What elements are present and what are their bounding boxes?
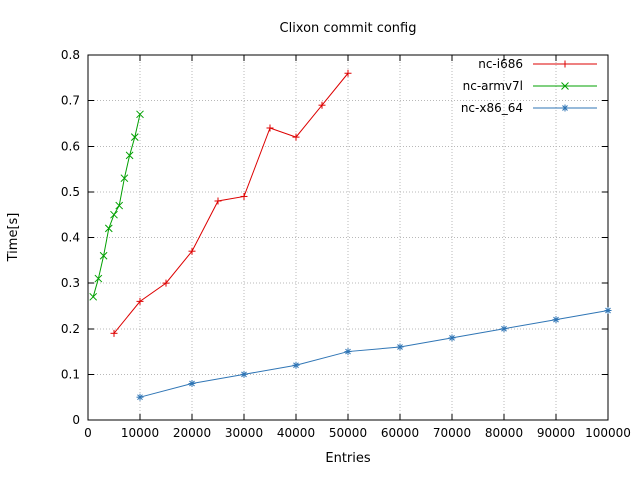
legend-item-nc-armv7l: nc-armv7l [463,79,597,93]
series-nc-armv7l [89,110,144,301]
chart-title: Clixon commit config [280,21,417,36]
x-tick-label: 90000 [537,426,575,440]
tick-labels: 0 10000 20000 30000 40000 50000 60000 70000 8000… [61,48,631,440]
series-nc-i686 [110,69,352,337]
x-tick-label: 60000 [381,426,419,440]
y-tick-label: 0.6 [61,139,80,153]
x-tick-label: 10000 [121,426,159,440]
legend-label: nc-i686 [478,57,523,71]
x-tick-label: 0 [84,426,92,440]
y-tick-label: 0.2 [61,322,80,336]
y-tick-label: 0.1 [61,367,80,381]
y-tick-label: 0.7 [61,94,80,108]
x-tick-label: 20000 [173,426,211,440]
x-tick-label: 100000 [585,426,631,440]
series-nc-x86_64 [136,307,612,401]
x-tick-label: 40000 [277,426,315,440]
y-tick-label: 0 [72,413,80,427]
y-tick-label: 0.8 [61,48,80,62]
x-tick-label: 80000 [485,426,523,440]
x-tick-label: 50000 [329,426,367,440]
x-tick-label: 70000 [433,426,471,440]
legend: nc-i686 nc-armv7l nc-x86_64 [461,57,597,115]
y-axis-label: Time[s] [6,213,21,263]
plot-border [87,54,609,421]
legend-item-nc-i686: nc-i686 [478,57,597,71]
y-tick-label: 0.3 [61,276,80,290]
legend-label: nc-armv7l [463,79,523,93]
legend-item-nc-x86_64: nc-x86_64 [461,101,597,115]
legend-label: nc-x86_64 [461,101,523,115]
x-tick-label: 30000 [225,426,263,440]
x-axis-label: Entries [325,451,371,466]
y-tick-label: 0.4 [61,231,80,245]
grid [88,55,608,420]
y-tick-label: 0.5 [61,185,80,199]
